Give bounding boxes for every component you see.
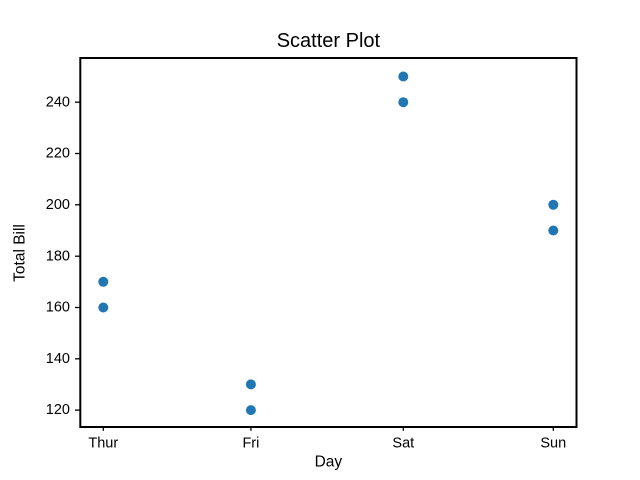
svg-text:120: 120 bbox=[46, 402, 70, 418]
svg-text:Total Bill: Total Bill bbox=[12, 224, 29, 282]
svg-text:180: 180 bbox=[46, 248, 70, 264]
svg-text:140: 140 bbox=[46, 351, 70, 367]
svg-text:200: 200 bbox=[46, 197, 70, 213]
svg-text:240: 240 bbox=[46, 94, 70, 110]
svg-text:Fri: Fri bbox=[242, 435, 259, 451]
svg-text:Scatter Plot: Scatter Plot bbox=[277, 30, 381, 52]
svg-text:Day: Day bbox=[315, 454, 343, 471]
svg-text:Thur: Thur bbox=[88, 435, 118, 451]
svg-text:Sat: Sat bbox=[392, 435, 414, 451]
svg-text:220: 220 bbox=[46, 146, 70, 162]
svg-text:Sun: Sun bbox=[540, 435, 566, 451]
svg-text:160: 160 bbox=[46, 300, 70, 316]
